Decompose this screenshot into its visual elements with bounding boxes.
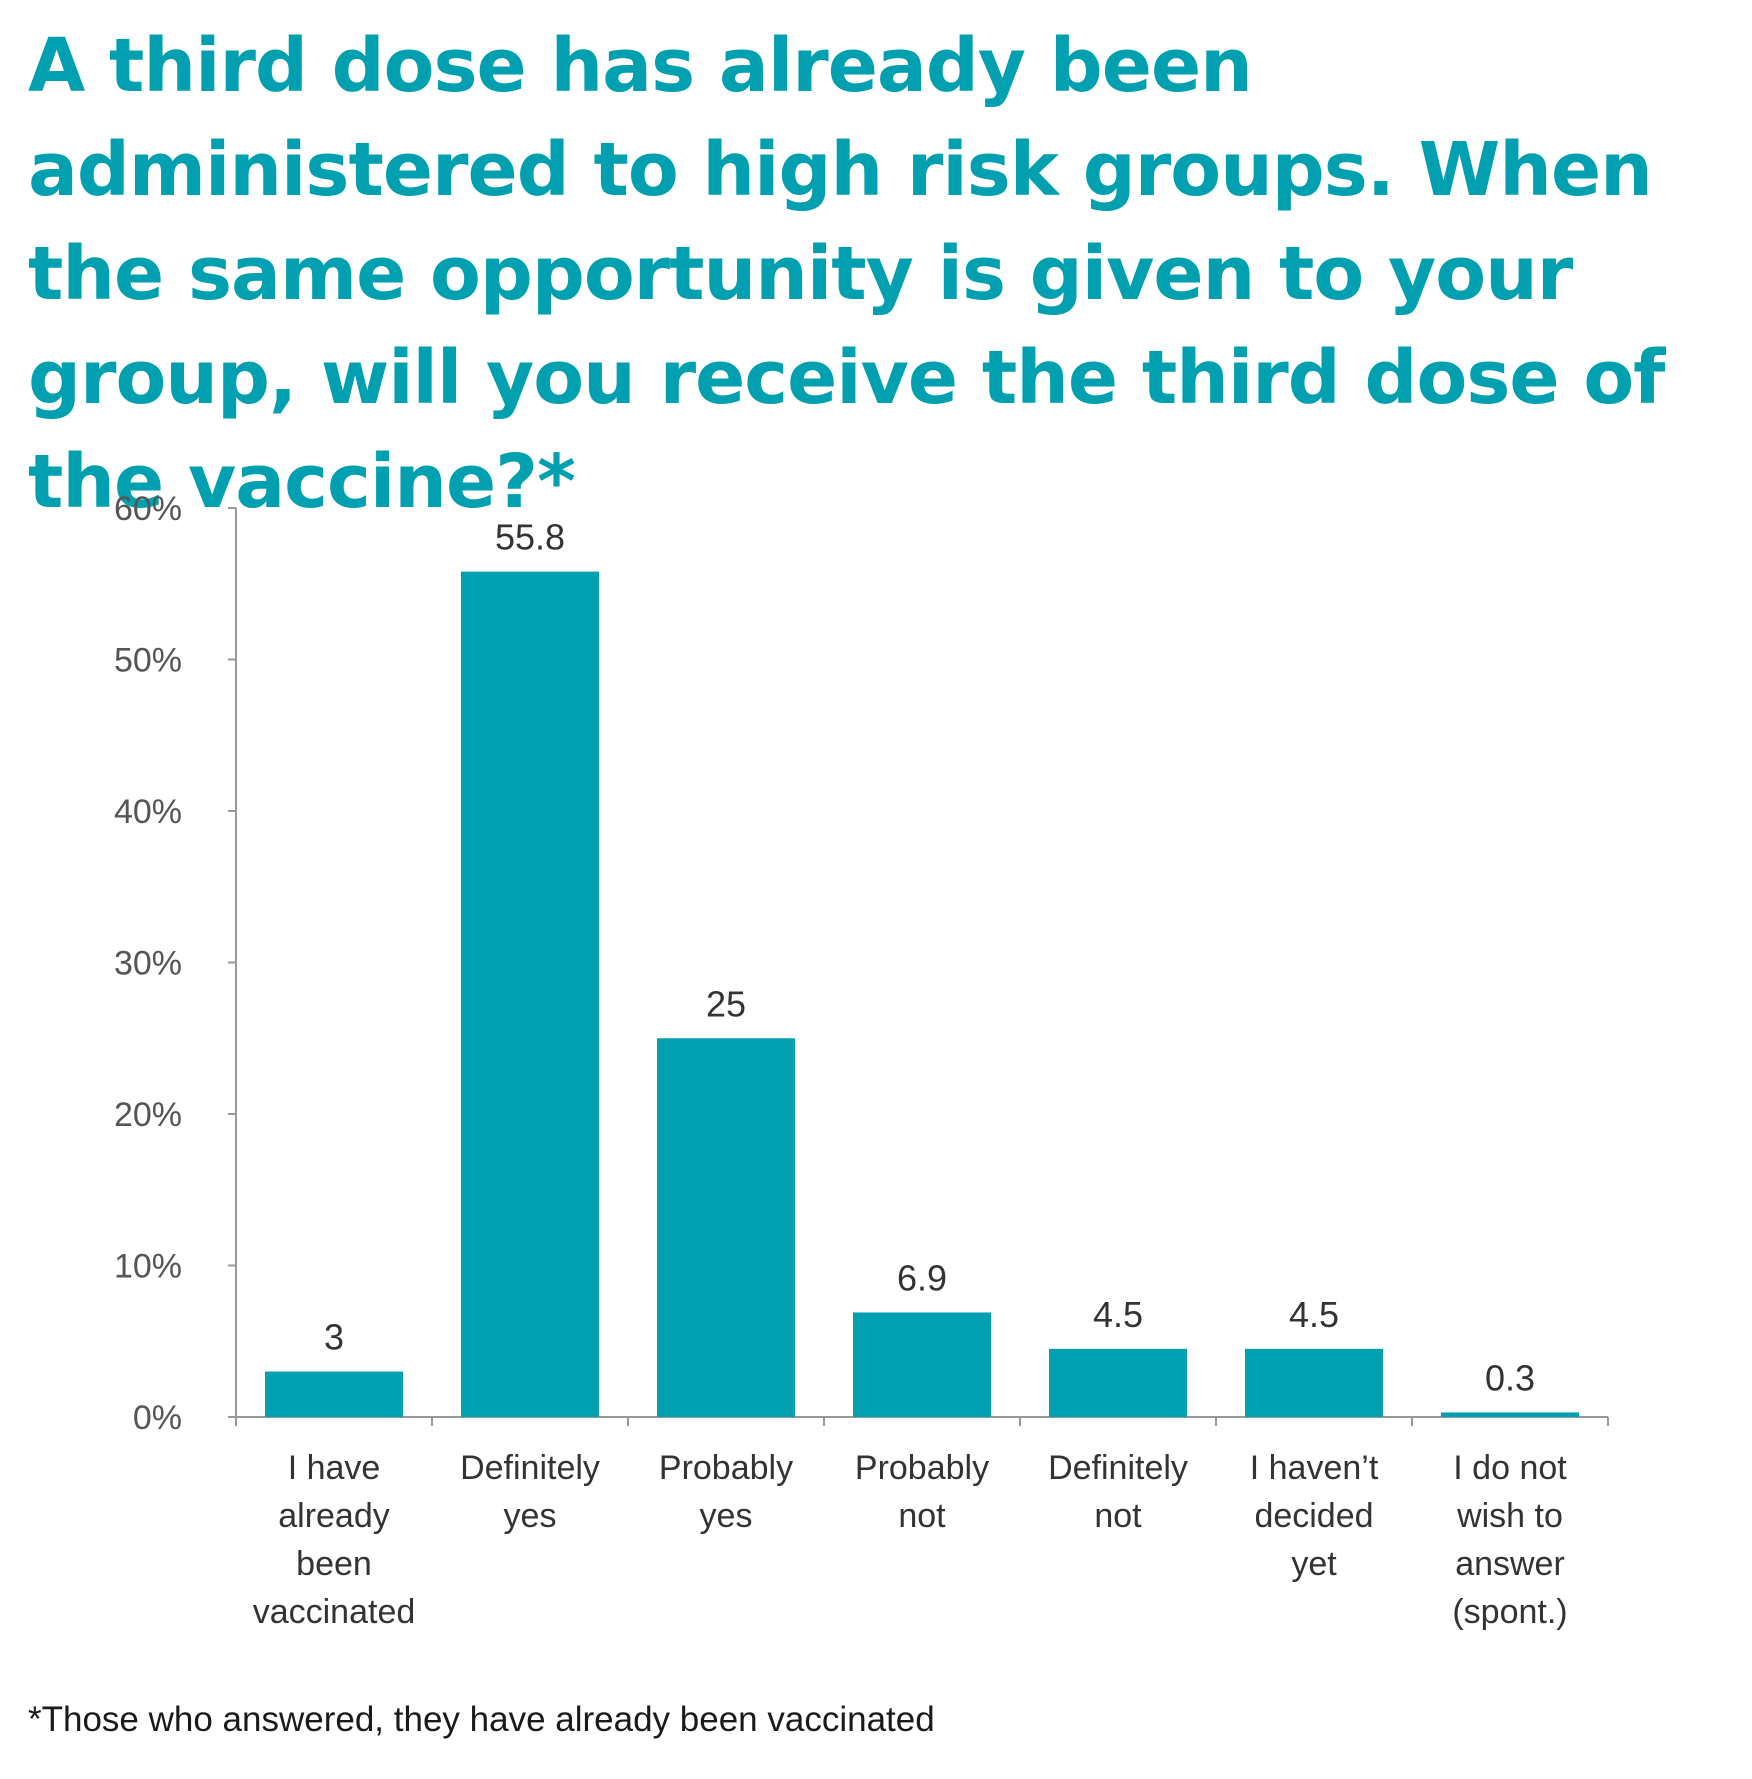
y-tick-label: 20% <box>114 1096 182 1134</box>
category-label-line: already <box>278 1497 390 1535</box>
category-label-line: yet <box>1291 1545 1337 1583</box>
category-label-line: Definitely <box>1048 1449 1188 1487</box>
category-label-line: I haven’t <box>1250 1449 1379 1487</box>
bar-value-label: 4.5 <box>1093 1294 1143 1335</box>
y-tick-label: 30% <box>114 945 182 983</box>
category-label: Definitely yes <box>460 1449 600 1535</box>
category-label-line: Probably <box>659 1449 793 1487</box>
bar <box>1245 1348 1383 1417</box>
bar-value-label: 55.8 <box>495 517 565 558</box>
bar <box>853 1312 991 1417</box>
category-label-line: wish to <box>1456 1497 1563 1535</box>
category-label-line: not <box>1094 1497 1142 1535</box>
y-tick-label: 10% <box>114 1248 182 1286</box>
bar-value-label: 3 <box>324 1317 344 1358</box>
y-tick-label: 0% <box>133 1399 182 1437</box>
category-label: Probably not <box>855 1449 989 1535</box>
category-label-line: Definitely <box>460 1449 600 1487</box>
bar <box>1441 1412 1579 1417</box>
category-label-line: yes <box>504 1497 557 1535</box>
category-label-line: vaccinated <box>253 1593 416 1631</box>
bar <box>265 1371 403 1417</box>
category-label: Definitely not <box>1048 1449 1188 1535</box>
category-label-line: answer <box>1455 1545 1565 1583</box>
bar <box>461 571 599 1417</box>
category-label-line: I do not <box>1453 1449 1567 1487</box>
category-label: I haven’t decided yet <box>1250 1449 1379 1583</box>
category-label-line: decided <box>1254 1497 1373 1535</box>
bar-value-label: 6.9 <box>897 1257 947 1298</box>
category-label-line: yes <box>700 1497 753 1535</box>
category-label: Probably yes <box>659 1449 793 1535</box>
bar <box>1049 1348 1187 1417</box>
category-label-line: been <box>296 1545 372 1583</box>
category-label-line: not <box>898 1497 946 1535</box>
category-label: I have already been vaccinated <box>253 1449 416 1631</box>
footnote: *Those who answered, they have already b… <box>28 1700 935 1739</box>
bar-value-label: 25 <box>706 983 746 1024</box>
chart-title: A third dose has already been administer… <box>28 23 1665 525</box>
bar-value-label: 0.3 <box>1485 1357 1535 1398</box>
category-label-line: (spont.) <box>1452 1593 1567 1631</box>
y-tick-label: 40% <box>114 793 182 831</box>
category-label: I do not wish to answer (spont.) <box>1452 1449 1567 1631</box>
bar-value-label: 4.5 <box>1289 1294 1339 1335</box>
y-tick-label: 60% <box>114 490 182 528</box>
category-label-line: Probably <box>855 1449 989 1487</box>
category-label-line: I have <box>288 1449 381 1487</box>
y-tick-label: 50% <box>114 642 182 680</box>
bar <box>657 1038 795 1417</box>
